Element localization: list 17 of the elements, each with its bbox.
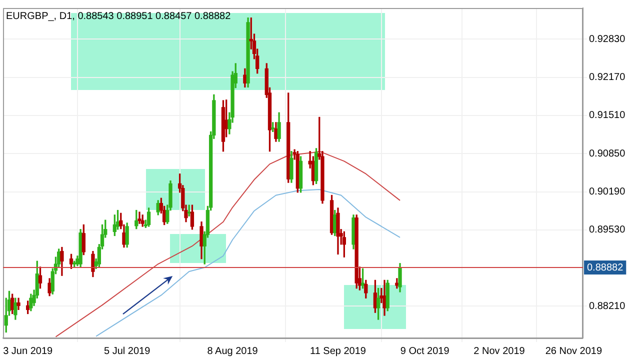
candlestick bbox=[138, 212, 142, 224]
x-tick-label: 3 Jun 2019 bbox=[3, 346, 54, 357]
x-tick-label: 8 Aug 2019 bbox=[207, 346, 258, 357]
y-tick-label: 0.89530 bbox=[589, 224, 626, 236]
y-tick-label: 0.92170 bbox=[589, 72, 626, 84]
y-tick-label: 0.90190 bbox=[589, 186, 626, 198]
chart-title: EURGBP_, D1, 0.88543 0.88951 0.88457 0.88882 bbox=[6, 10, 232, 22]
x-tick-label: 11 Sep 2019 bbox=[310, 346, 366, 357]
y-tick-label: 0.88210 bbox=[589, 300, 626, 312]
x-tick-label: 2 Nov 2019 bbox=[474, 346, 526, 357]
ref-line-label: 0.88882 bbox=[587, 262, 624, 274]
y-tick-label: 0.90850 bbox=[589, 148, 626, 160]
x-tick-label: 26 Nov 2019 bbox=[545, 346, 602, 357]
y-tick-label: 0.91510 bbox=[589, 110, 626, 122]
y-tick-label: 0.92830 bbox=[589, 34, 626, 45]
x-tick-label: 9 Oct 2019 bbox=[400, 346, 450, 357]
x-tick-label: 5 Jul 2019 bbox=[104, 346, 151, 357]
